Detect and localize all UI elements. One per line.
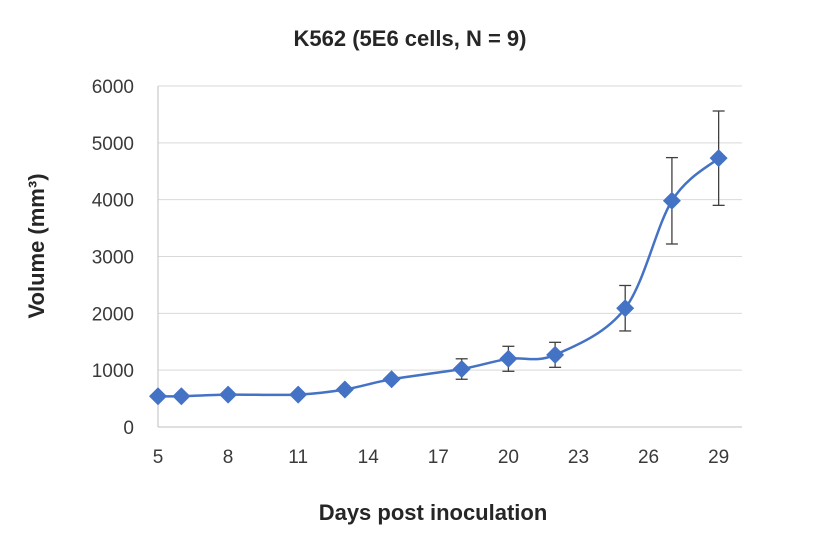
data-point [219, 385, 238, 404]
x-tick-label: 23 [568, 447, 589, 468]
data-point [499, 349, 518, 368]
axes [157, 86, 742, 428]
data-point [546, 345, 565, 364]
data-point [616, 299, 635, 318]
x-tick-label: 17 [428, 447, 449, 468]
data-point [662, 191, 681, 210]
y-tick-label: 0 [123, 418, 134, 439]
x-tick-label: 20 [498, 447, 519, 468]
y-tick-label: 6000 [92, 77, 134, 98]
y-tick-label: 5000 [92, 134, 134, 155]
x-tick-label: 14 [358, 447, 380, 468]
x-tick-label: 26 [638, 447, 659, 468]
series-line [157, 157, 720, 398]
data-points [149, 149, 728, 406]
y-tick-label: 4000 [92, 191, 134, 212]
data-point [452, 360, 471, 379]
data-point [149, 387, 167, 406]
chart-title: K562 (5E6 cells, N = 9) [294, 26, 527, 51]
y-tick-label: 1000 [92, 361, 134, 382]
y-tick-label: 3000 [92, 248, 134, 269]
data-point [382, 370, 401, 389]
data-point [335, 380, 354, 399]
x-axis-title: Days post inoculation [319, 500, 548, 525]
x-tick-label: 8 [223, 447, 234, 468]
x-tick-label: 5 [153, 447, 164, 468]
data-point [172, 387, 191, 406]
grid [158, 85, 742, 371]
y-tick-labels: 0 1000 2000 3000 4000 5000 6000 [92, 77, 134, 439]
y-tick-label: 2000 [92, 304, 134, 325]
data-point [289, 385, 308, 404]
data-point [709, 149, 728, 168]
x-tick-label: 11 [288, 447, 308, 468]
x-tick-labels: 5 8 11 14 17 20 23 26 29 [153, 447, 729, 468]
x-tick-label: 29 [708, 447, 729, 468]
y-axis-title: Volume (mm³) [24, 173, 49, 318]
